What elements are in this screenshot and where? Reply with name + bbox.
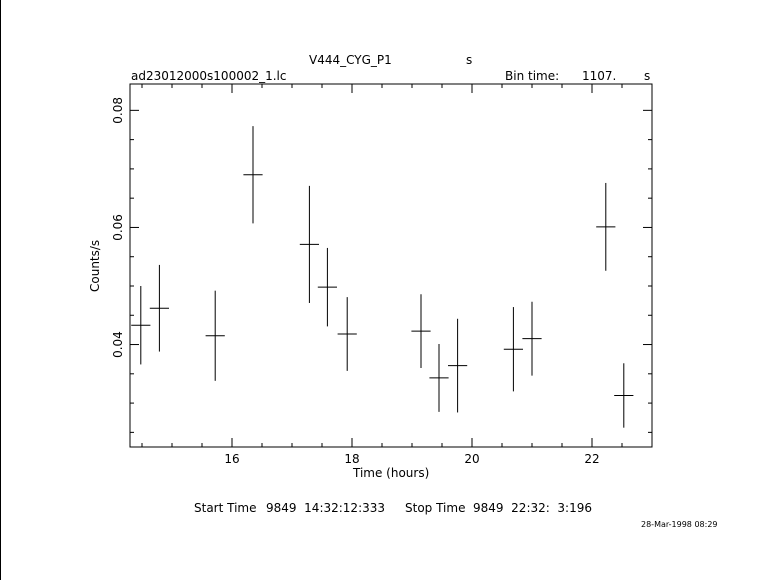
y-tick-label: 0.08 xyxy=(111,97,125,124)
data-point xyxy=(614,363,634,428)
x-axis-label: Time (hours) xyxy=(353,466,430,480)
chart-title: V444_CYG_P1 xyxy=(309,53,392,67)
data-point xyxy=(596,182,616,271)
bin-time-unit: s xyxy=(644,69,651,83)
stop-time-value: 9849 22:32: 3:196 xyxy=(473,501,593,515)
data-point xyxy=(149,264,169,352)
stop-time-label: Stop Time xyxy=(405,501,466,515)
y-tick-label: 0.06 xyxy=(111,214,125,241)
date-stamp: 28-Mar-1998 08:29 xyxy=(641,520,718,529)
data-point xyxy=(522,301,542,376)
data-point xyxy=(243,126,263,224)
start-time-label: Start Time xyxy=(194,501,257,515)
bin-time-value: 1107. xyxy=(582,69,617,83)
data-point xyxy=(503,307,523,392)
start-time-value: 9849 14:32:12:333 xyxy=(266,501,386,515)
window-left-edge xyxy=(0,0,1,580)
data-point xyxy=(299,185,319,303)
x-tick-label: 20 xyxy=(464,452,479,466)
data-point xyxy=(317,247,337,327)
data-point xyxy=(131,285,151,365)
plot-frame xyxy=(129,83,653,448)
data-point xyxy=(411,294,431,368)
data-point xyxy=(337,297,357,371)
filename-label: ad23012000s100002_1.lc xyxy=(131,69,287,83)
x-tick-label: 16 xyxy=(224,452,239,466)
data-point xyxy=(429,343,449,412)
data-point xyxy=(205,290,225,381)
chart-title-unit: s xyxy=(466,53,473,67)
x-tick-label: 18 xyxy=(344,452,359,466)
y-tick-label: 0.04 xyxy=(111,331,125,358)
x-tick-label: 22 xyxy=(584,452,599,466)
data-point xyxy=(448,318,468,413)
y-axis-label: Counts/s xyxy=(88,239,102,292)
bin-time-label: Bin time: xyxy=(505,69,560,83)
